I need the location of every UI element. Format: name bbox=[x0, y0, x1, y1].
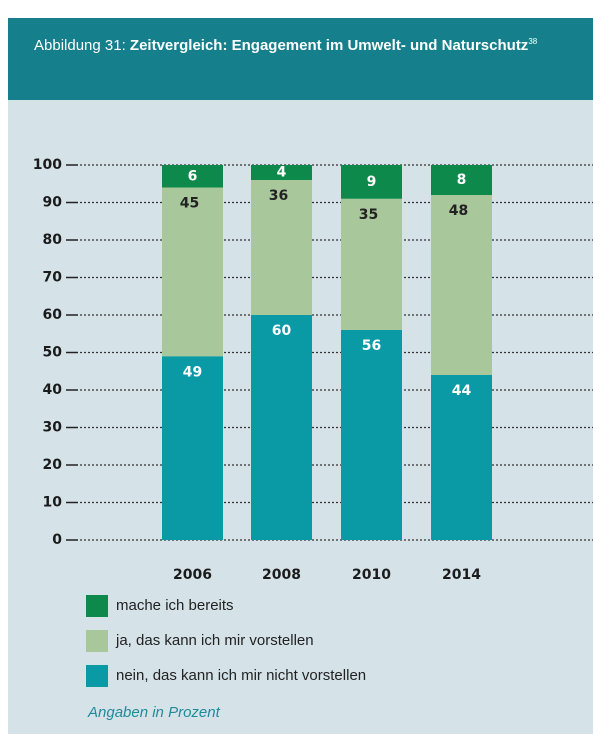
y-tick-label: 20 bbox=[43, 457, 63, 473]
bar-segment bbox=[162, 187, 223, 357]
y-tick-label: 50 bbox=[43, 345, 63, 361]
bar-segment bbox=[251, 180, 312, 315]
x-tick-label: 2008 bbox=[262, 567, 301, 583]
bar-segment bbox=[251, 165, 312, 180]
bar-segment bbox=[431, 195, 492, 375]
header-text: Abbildung 31: Zeitvergleich: Engagement … bbox=[34, 30, 593, 58]
x-tick-label: 2006 bbox=[173, 567, 212, 583]
value-label: 49 bbox=[183, 364, 202, 380]
bar-segment bbox=[162, 356, 223, 540]
value-label: 56 bbox=[362, 338, 381, 354]
bar-segment bbox=[341, 165, 402, 199]
bar-segment bbox=[341, 198, 402, 330]
value-label: 45 bbox=[180, 196, 199, 212]
y-tick-label: 0 bbox=[52, 532, 62, 548]
y-tick-label: 90 bbox=[43, 195, 63, 211]
value-label: 35 bbox=[359, 207, 378, 223]
y-tick-label: 60 bbox=[43, 307, 63, 323]
chart-title: Zeitvergleich: Engagement im Umwelt- und… bbox=[129, 37, 529, 54]
value-label: 4 bbox=[277, 165, 287, 181]
value-label: 36 bbox=[269, 188, 288, 204]
bar-segment bbox=[341, 330, 402, 540]
legend-label: mache ich bereits bbox=[116, 597, 234, 614]
value-label: 6 bbox=[188, 168, 198, 184]
value-label: 9 bbox=[367, 174, 377, 190]
value-label: 44 bbox=[452, 383, 472, 399]
y-tick-label: 100 bbox=[33, 157, 62, 173]
figure-label: Abbildung 31: bbox=[34, 37, 126, 54]
footnote: 38 bbox=[528, 37, 538, 46]
y-tick-label: 80 bbox=[43, 232, 63, 248]
value-label: 48 bbox=[449, 203, 468, 219]
value-label: 60 bbox=[272, 323, 292, 339]
y-tick-label: 30 bbox=[43, 420, 63, 436]
y-tick-label: 40 bbox=[43, 382, 63, 398]
bar-segment bbox=[431, 165, 492, 195]
header: Abbildung 31: Zeitvergleich: Engagement … bbox=[8, 18, 593, 100]
x-tick-label: 2014 bbox=[442, 567, 481, 583]
bar-segment bbox=[162, 165, 223, 188]
y-tick-label: 10 bbox=[43, 495, 63, 511]
value-label: 8 bbox=[457, 172, 467, 188]
x-tick-label: 2010 bbox=[352, 567, 391, 583]
note: Angaben in Prozent bbox=[87, 704, 221, 721]
legend-swatch bbox=[86, 595, 108, 617]
y-tick-label: 70 bbox=[43, 270, 63, 286]
legend-label: ja, das kann ich mir vorstellen bbox=[115, 632, 314, 649]
legend-label: nein, das kann ich mir nicht vorstellen bbox=[116, 667, 366, 684]
legend-swatch bbox=[86, 630, 108, 652]
bar-segment bbox=[431, 375, 492, 540]
bar-segment bbox=[251, 315, 312, 540]
legend-swatch bbox=[86, 665, 108, 687]
